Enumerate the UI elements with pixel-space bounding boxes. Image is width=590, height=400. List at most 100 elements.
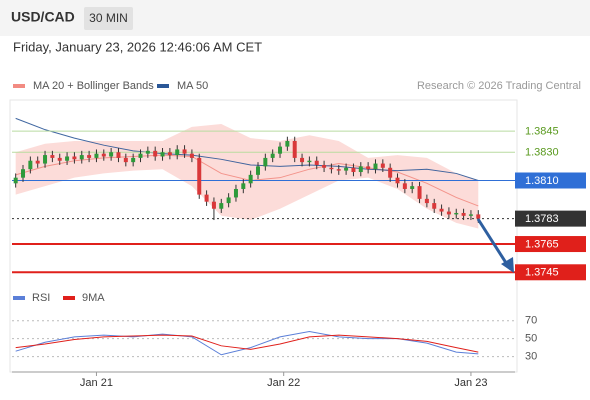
candle-body (278, 146, 283, 154)
candle-body (292, 140, 297, 158)
y-tick-label: 50 (525, 333, 537, 345)
candle-body (182, 149, 187, 154)
timeframe-badge (84, 7, 133, 30)
candle-body (43, 155, 48, 164)
candle-body (424, 198, 429, 204)
level-label: 1.3783 (525, 213, 559, 225)
y-tick-label: 70 (525, 315, 537, 327)
candle-body (116, 152, 121, 158)
level-box (515, 264, 586, 281)
level-label: 1.3830 (525, 147, 559, 159)
legend-label: 9MA (82, 292, 105, 304)
candle-body (468, 214, 473, 216)
candle-body (336, 169, 341, 171)
candle-body (461, 212, 466, 216)
candle-body (410, 186, 415, 189)
x-tick-label: Jan 22 (267, 377, 300, 389)
candle-body (204, 194, 209, 202)
datetime: Friday, January 23, 2026 12:46:06 AM CET (13, 39, 262, 54)
candle-body (248, 174, 253, 184)
candle-body (233, 188, 238, 198)
candle-body (395, 177, 400, 184)
candle-body (72, 156, 77, 160)
candle-body (270, 153, 275, 158)
candle-body (65, 156, 70, 161)
candle-body (167, 152, 172, 156)
candle-body (50, 155, 55, 158)
candle-body (402, 183, 407, 189)
candle-body (189, 153, 194, 158)
indicator-line (15, 330, 479, 356)
candle-body (94, 153, 99, 158)
timeframe: 30 MIN (89, 11, 128, 25)
candle-body (454, 212, 459, 215)
x-tick-label: Jan 21 (80, 377, 113, 389)
candle-body (123, 157, 128, 163)
candle-body (57, 157, 62, 161)
candle-body (21, 169, 26, 178)
candle-body (446, 211, 451, 215)
indicator-line (15, 334, 479, 353)
candle-body (28, 160, 33, 170)
source: Research © 2026 Trading Central (417, 80, 581, 92)
candle-body (417, 186, 422, 199)
legend-swatch (157, 84, 169, 88)
level-label: 1.3765 (525, 238, 559, 250)
candle-body (109, 152, 114, 157)
y-tick-label: 30 (525, 350, 537, 362)
candle-body (87, 155, 92, 158)
level-box (515, 172, 586, 189)
candle-body (160, 152, 165, 157)
legend-swatch (63, 296, 75, 300)
candle-body (226, 197, 231, 204)
candle-body (439, 208, 444, 212)
candle-body (255, 166, 260, 175)
candle-body (307, 160, 312, 163)
candle-body (13, 177, 18, 184)
forecast-arrowhead (501, 257, 514, 273)
candle-body (300, 157, 305, 163)
legend-label: MA 20 + Bollinger Bands (33, 80, 154, 92)
level-label: 1.3810 (525, 175, 559, 187)
level-box (515, 210, 586, 227)
forecast-arrow (476, 218, 510, 267)
candle-body (79, 155, 84, 160)
level-box (515, 236, 586, 253)
level-label: 1.3845 (525, 125, 559, 137)
candle-body (153, 150, 158, 157)
candle-body (35, 160, 40, 164)
candle-body (314, 160, 319, 165)
candle-body (263, 157, 268, 167)
x-tick-label: Jan 23 (454, 377, 487, 389)
candle-body (241, 183, 246, 189)
candle-body (476, 214, 481, 219)
candle-body (101, 153, 106, 157)
candle-body (175, 149, 180, 156)
candle-body (351, 167, 356, 173)
level-label: 1.3745 (525, 267, 559, 279)
candle-body (219, 203, 224, 209)
legend-label: MA 50 (177, 80, 208, 92)
candle-body (145, 150, 150, 154)
candle-body (366, 166, 371, 170)
candle-body (344, 167, 349, 171)
candle-body (358, 166, 363, 173)
candle-body (373, 163, 378, 170)
candle-body (388, 167, 393, 178)
candle-body (211, 201, 216, 209)
legend-swatch (13, 296, 25, 300)
candle-body (131, 157, 136, 163)
candle-body (285, 140, 290, 147)
legend-swatch (13, 84, 25, 88)
symbol: USD/CAD (11, 9, 75, 25)
candle-body (322, 164, 327, 168)
candle-body (432, 203, 437, 209)
candle-body (329, 167, 334, 170)
candle-body (197, 157, 202, 195)
candle-body (138, 153, 143, 158)
candle-body (380, 163, 385, 168)
legend-label: RSI (32, 292, 50, 304)
ma-line (15, 117, 479, 181)
